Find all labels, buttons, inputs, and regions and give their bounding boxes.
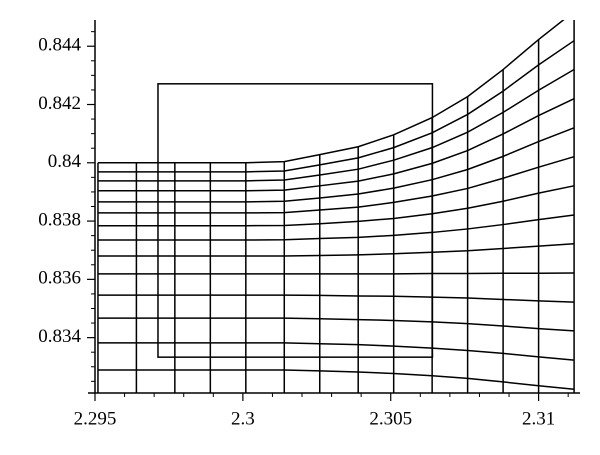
mesh-row bbox=[97, 127, 575, 203]
plot-area bbox=[97, 20, 575, 393]
mesh-row bbox=[97, 68, 575, 182]
mesh-row bbox=[97, 98, 575, 192]
mesh-row bbox=[97, 185, 575, 227]
x-tick-label: 2.3 bbox=[231, 408, 255, 429]
mesh-row bbox=[97, 317, 575, 332]
y-tick-label: 0.834 bbox=[38, 326, 81, 347]
mesh-row bbox=[97, 294, 575, 303]
x-tick-label: 2.305 bbox=[369, 408, 412, 429]
x-tick-label: 2.31 bbox=[522, 408, 555, 429]
y-tick-label: 0.84 bbox=[48, 151, 82, 172]
y-tick-label: 0.838 bbox=[38, 209, 81, 230]
mesh-row bbox=[97, 243, 575, 257]
mesh-row bbox=[97, 214, 575, 241]
mesh-row bbox=[97, 272, 575, 275]
y-tick-label: 0.842 bbox=[38, 93, 81, 114]
x-tick-label: 2.295 bbox=[74, 408, 117, 429]
mesh-row bbox=[97, 342, 575, 361]
zoom-box bbox=[157, 83, 434, 358]
y-tick-label: 0.836 bbox=[38, 268, 81, 289]
mesh-row bbox=[97, 369, 575, 390]
mesh-row bbox=[97, 20, 565, 164]
mesh-row bbox=[97, 155, 575, 214]
mesh-row bbox=[97, 40, 575, 173]
y-tick-label: 0.844 bbox=[38, 35, 81, 56]
